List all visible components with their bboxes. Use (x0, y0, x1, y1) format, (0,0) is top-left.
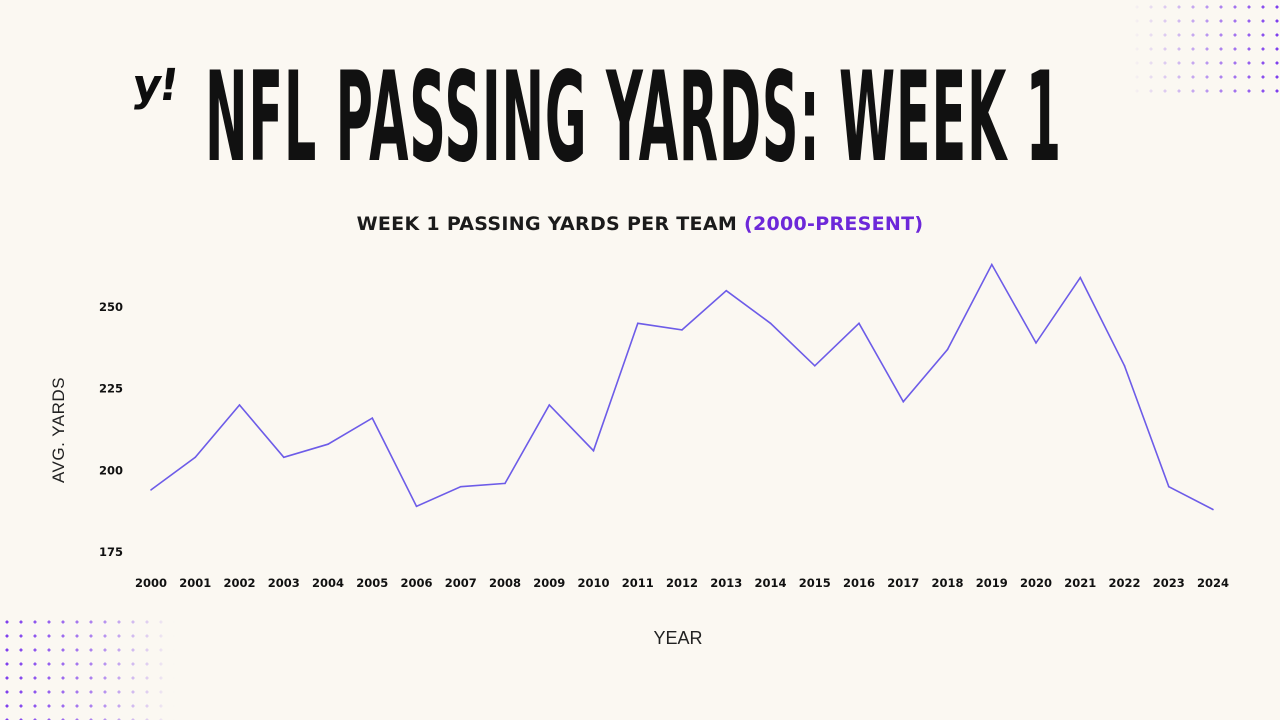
subtitle-date-range: (2000-PRESENT) (743, 213, 924, 235)
x-tick-label: 2012 (666, 576, 698, 590)
data-point (548, 404, 551, 406)
x-tick-label: 2008 (489, 576, 521, 590)
data-point (282, 456, 285, 459)
x-tick-label: 2016 (843, 576, 875, 590)
data-point (902, 400, 905, 403)
x-tick-label: 2023 (1153, 576, 1185, 590)
data-point (636, 322, 639, 325)
data-point (1212, 508, 1214, 511)
data-point (769, 322, 772, 325)
x-tick-label: 2014 (754, 576, 786, 590)
x-tick-label: 2021 (1064, 576, 1096, 590)
x-tick-label: 2022 (1108, 576, 1140, 590)
chart-title: NFL PASSING YARDS: WEEK 1 (205, 46, 1062, 190)
x-tick-label: 2004 (312, 576, 344, 590)
decorative-dot-pattern-top-right (1130, 0, 1280, 100)
x-tick-label: 2015 (799, 576, 831, 590)
data-point (504, 482, 506, 485)
y-tick-label: 225 (99, 382, 123, 396)
x-tick-label: 2024 (1197, 576, 1229, 590)
data-point (1123, 365, 1126, 367)
y-tick-label: 250 (99, 300, 123, 314)
x-tick-label: 2006 (400, 576, 432, 590)
data-point (371, 417, 374, 419)
x-tick-label: 2001 (179, 576, 211, 590)
data-point (990, 263, 993, 266)
data-point (1079, 276, 1082, 279)
x-tick-label: 2018 (931, 576, 963, 590)
data-point (327, 443, 329, 446)
data-point (725, 289, 728, 292)
series-line (150, 262, 1214, 511)
x-tick-label: 2002 (223, 576, 255, 590)
data-point (813, 365, 816, 367)
data-point (459, 485, 462, 488)
y-tick-label: 200 (99, 463, 123, 477)
x-tick-label: 2017 (887, 576, 919, 590)
x-tick-label: 2020 (1020, 576, 1052, 590)
y-tick-label: 175 (99, 545, 123, 559)
x-tick-label: 2003 (268, 576, 300, 590)
data-point (1167, 485, 1170, 488)
x-axis-label: YEAR (653, 628, 703, 648)
data-point (946, 348, 949, 351)
x-tick-label: 2007 (445, 576, 477, 590)
data-point (858, 322, 860, 325)
data-point (681, 329, 683, 331)
chart-subtitle: WEEK 1 PASSING YARDS PER TEAM (2000-PRES… (0, 213, 1280, 235)
data-point (150, 489, 152, 491)
y-axis-label: AVG. YARDS (49, 376, 68, 484)
x-tick-label: 2013 (710, 576, 742, 590)
data-point (592, 449, 595, 452)
x-tick-label: 2009 (533, 576, 565, 590)
data-point (415, 505, 418, 508)
x-tick-label: 2005 (356, 576, 388, 590)
decorative-dot-pattern-bottom-left (0, 615, 175, 720)
title-container: NFL PASSING YARDS: WEEK 1 (205, 42, 1085, 202)
data-point (194, 456, 197, 459)
x-tick-label: 2019 (976, 576, 1008, 590)
x-tick-label: 2010 (577, 576, 609, 590)
x-tick-label: 2000 (135, 576, 167, 590)
data-point (1035, 342, 1037, 344)
subtitle-main: WEEK 1 PASSING YARDS PER TEAM (356, 213, 744, 235)
data-point (238, 404, 241, 406)
x-tick-label: 2011 (622, 576, 654, 590)
